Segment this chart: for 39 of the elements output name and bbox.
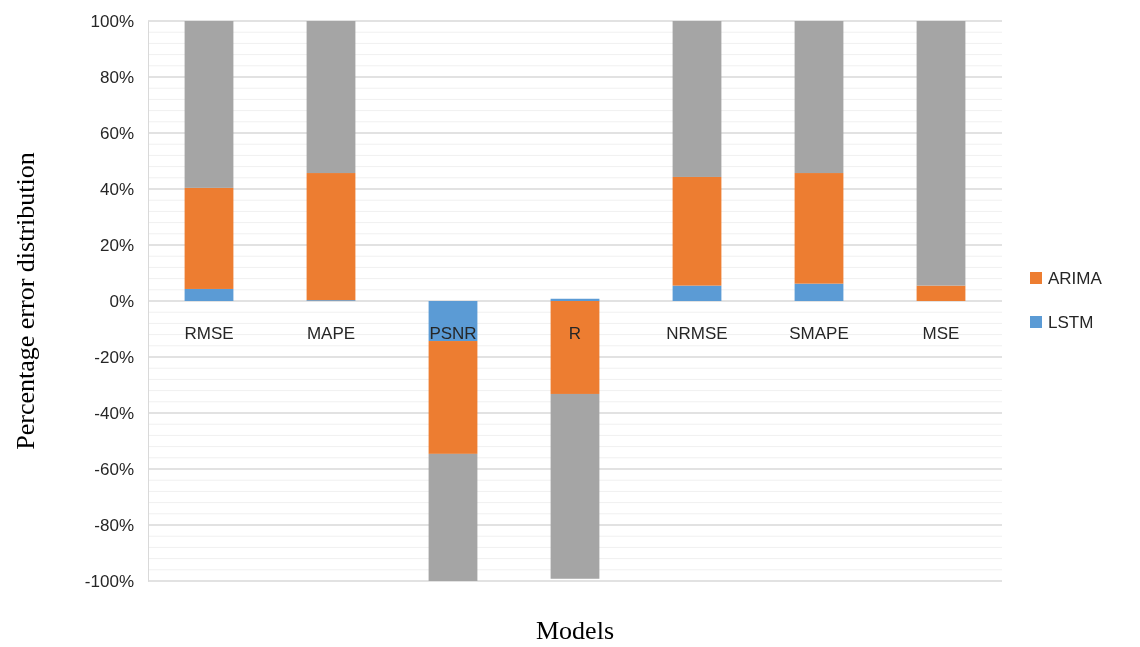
bar — [306, 21, 356, 174]
x-axis-title: Models — [536, 616, 614, 645]
bar — [184, 21, 234, 188]
x-tick-label: NRMSE — [666, 324, 728, 343]
x-tick-label: RMSE — [184, 324, 234, 343]
x-tick-label: MAPE — [306, 324, 356, 343]
bar — [428, 453, 478, 581]
bar — [916, 21, 966, 286]
bar — [428, 341, 478, 454]
y-tick-label: 20% — [99, 235, 134, 255]
y-tick-label: -40% — [94, 403, 134, 423]
bar — [672, 285, 722, 301]
y-axis-title: Percentage error distribution — [11, 152, 40, 450]
y-tick-label: -60% — [94, 459, 134, 479]
y-tick-label: 0% — [109, 291, 134, 311]
y-tick-label: -80% — [94, 515, 134, 535]
x-tick-label: PSNR — [429, 324, 477, 343]
bar — [184, 288, 234, 301]
y-tick-label: 40% — [99, 179, 134, 199]
bar — [794, 283, 844, 301]
bar — [550, 393, 600, 579]
legend-label: LSTM — [1048, 313, 1094, 332]
y-tick-label: 80% — [99, 67, 134, 87]
legend-label: ARIMA — [1048, 269, 1103, 288]
bar — [306, 173, 356, 301]
y-tick-label: -20% — [94, 347, 134, 367]
x-tick-label: R — [568, 324, 582, 343]
bar — [794, 173, 844, 284]
bar — [794, 21, 844, 174]
bar — [550, 301, 600, 394]
bar — [672, 21, 722, 177]
x-tick-label: SMAPE — [789, 324, 849, 343]
bar — [672, 176, 722, 286]
x-tick-label: MSE — [922, 324, 960, 343]
bar — [184, 187, 234, 289]
y-tick-label: -100% — [84, 571, 134, 591]
bar — [916, 285, 966, 301]
y-tick-label: 100% — [90, 11, 134, 31]
y-tick-label: 60% — [99, 123, 134, 143]
